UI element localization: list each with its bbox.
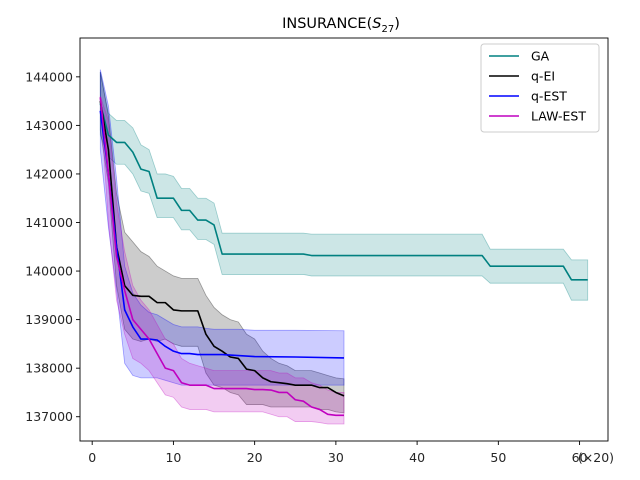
series-lines (99, 97, 588, 417)
y-tick-label-138000: 138000 (25, 361, 73, 376)
x-tick-label-10: 10 (165, 450, 181, 465)
y-tick-label-144000: 144000 (25, 69, 73, 84)
band-q-ei (99, 71, 345, 414)
legend-box (480, 43, 600, 133)
y-axis: 137000 138000 139000 140000 141000 142000 1430… (25, 69, 80, 424)
confidence-bands (99, 69, 589, 425)
x-axis: 0 10 20 30 40 50 60 (88, 441, 588, 465)
chart-title-main: INSURANCE( (282, 16, 372, 32)
chart-title-symbol: S (372, 16, 381, 32)
x-tick-label-50: 50 (490, 450, 506, 465)
x-tick-label-40: 40 (409, 450, 425, 465)
x-tick-label-20: 20 (247, 450, 263, 465)
x-tick-label-0: 0 (88, 450, 96, 465)
band-ga (99, 71, 589, 301)
y-tick-label-141000: 141000 (25, 215, 73, 230)
legend: GA q-EI q-EST LAW-EST (480, 43, 600, 133)
x-tick-label-60: 60 (572, 450, 588, 465)
chart-title: INSURANCE(S27) (282, 16, 400, 35)
legend-label-q-ei: q-EI (531, 69, 555, 84)
y-tick-label-140000: 140000 (25, 264, 73, 279)
line-q-est (99, 110, 345, 359)
line-q-ei (99, 100, 345, 397)
band-law-est (99, 96, 345, 425)
y-tick-label-143000: 143000 (25, 118, 73, 133)
chart-title-subscript: 27 (381, 24, 394, 35)
x-tick-label-30: 30 (328, 450, 344, 465)
legend-label-law-est: LAW-EST (531, 109, 586, 124)
line-law-est (99, 97, 344, 417)
y-tick-label-142000: 142000 (25, 166, 73, 181)
legend-label-q-est: q-EST (531, 89, 567, 104)
line-ga (99, 103, 588, 281)
x-axis-multiplier-label: (×20) (578, 450, 614, 465)
chart-title-close: ) (394, 16, 400, 32)
y-tick-label-137000: 137000 (25, 409, 73, 424)
y-tick-label-139000: 139000 (25, 312, 73, 327)
legend-label-ga: GA (531, 49, 550, 64)
plot-frame (79, 37, 609, 442)
band-q-est (99, 69, 345, 386)
